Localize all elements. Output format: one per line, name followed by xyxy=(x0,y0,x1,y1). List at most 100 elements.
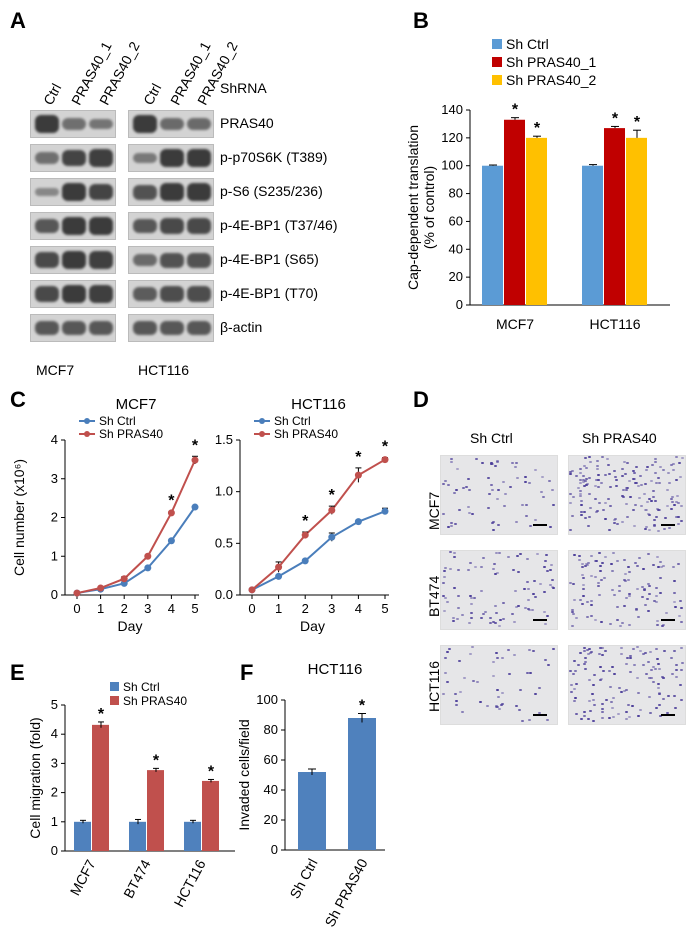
cell-dot xyxy=(575,475,579,478)
cell-dot xyxy=(662,649,666,652)
cell-dot xyxy=(573,598,577,601)
cell-dot xyxy=(583,456,587,459)
y-axis-label: Cell number (x10⁶) xyxy=(11,459,27,576)
cell-dot xyxy=(454,489,458,492)
cell-dot xyxy=(642,589,646,592)
cell-dot xyxy=(637,692,641,695)
cell-dot xyxy=(660,675,664,678)
cell-dot xyxy=(573,699,577,702)
cell-dot xyxy=(457,659,461,662)
data-point xyxy=(301,531,309,539)
cell-dot xyxy=(492,528,496,531)
cell-dot xyxy=(625,717,629,720)
blot-band xyxy=(187,149,211,167)
bar xyxy=(526,137,547,305)
cell-dot xyxy=(516,555,520,558)
cell-dot xyxy=(648,529,652,532)
y-tick-label: 5 xyxy=(51,697,58,712)
cell-dot xyxy=(643,604,647,607)
cell-dot xyxy=(616,712,620,715)
cell-dot xyxy=(633,504,637,507)
y-tick-label: 40 xyxy=(264,782,278,797)
blot-band xyxy=(62,320,86,336)
cell-dot xyxy=(634,562,638,565)
cell-dot xyxy=(569,529,573,532)
cell-dot xyxy=(612,551,616,554)
cell-dot xyxy=(490,484,494,487)
cell-dot xyxy=(529,524,533,527)
cell-dot xyxy=(657,686,661,689)
cell-dot xyxy=(627,623,631,626)
cell-dot xyxy=(493,621,497,624)
cell-dot xyxy=(636,588,640,591)
cell-dot xyxy=(514,589,518,592)
cell-dot xyxy=(611,716,615,719)
cell-dot xyxy=(493,562,497,565)
blot-strip xyxy=(30,246,116,274)
series-line xyxy=(76,459,196,595)
cell-dot xyxy=(543,559,547,562)
cell-dot xyxy=(493,572,497,575)
cell-dot xyxy=(579,494,583,497)
data-point xyxy=(275,572,283,580)
cell-dot xyxy=(548,584,552,587)
cell-dot xyxy=(643,492,647,495)
legend-marker xyxy=(259,431,265,437)
cell-dot xyxy=(511,568,515,571)
blot-strip xyxy=(128,110,214,138)
micrograph xyxy=(440,550,558,630)
x-tick-label: Sh PRAS40 xyxy=(321,856,370,930)
cell-dot xyxy=(604,518,608,521)
cell-dot xyxy=(679,599,683,602)
blot-band xyxy=(187,118,211,130)
cell-dot xyxy=(536,553,540,556)
bar xyxy=(482,165,503,305)
cell-dot xyxy=(573,553,577,556)
cell-dot xyxy=(571,613,575,616)
cell-dot xyxy=(539,583,543,586)
legend-label: Sh PRAS40 xyxy=(99,427,163,441)
cell-dot xyxy=(590,604,594,607)
cell-dot xyxy=(650,479,654,482)
cell-dot xyxy=(514,461,518,464)
cell-dot xyxy=(442,610,446,613)
cell-dot xyxy=(674,706,678,709)
cell-dot xyxy=(677,562,681,565)
cell-dot xyxy=(669,463,673,466)
cell-dot xyxy=(579,482,582,485)
cell-dot xyxy=(599,679,603,682)
blot-band xyxy=(160,252,184,268)
cell-dot xyxy=(625,656,629,659)
chart-title: HCT116 xyxy=(308,661,363,678)
blot-band xyxy=(62,149,86,167)
cell-dot xyxy=(657,476,660,479)
cell-dot xyxy=(491,674,495,677)
cell-dot xyxy=(672,591,676,594)
cell-dot xyxy=(542,495,546,498)
significance-star: * xyxy=(534,120,541,137)
cell-dot xyxy=(503,504,507,507)
significance-star: * xyxy=(168,493,175,510)
cell-dot xyxy=(628,495,632,498)
cell-dot xyxy=(634,465,638,468)
cell-dot xyxy=(596,465,600,468)
cell-dot xyxy=(624,489,628,492)
cell-dot xyxy=(548,568,552,571)
cell-dot xyxy=(609,563,613,566)
cell-dot xyxy=(584,484,588,487)
x-tick-label: HCT116 xyxy=(589,316,640,332)
series-line xyxy=(76,506,196,595)
cell-dot xyxy=(655,600,659,603)
cell-dot xyxy=(495,571,499,574)
cell-dot xyxy=(516,477,520,480)
cell-dot xyxy=(583,480,587,483)
cell-dot xyxy=(578,555,582,558)
cell-dot xyxy=(534,519,538,522)
cell-dot xyxy=(500,703,504,706)
cell-dot xyxy=(656,566,660,569)
cell-dot xyxy=(627,592,631,595)
cell-dot xyxy=(624,662,628,665)
data-point xyxy=(97,584,105,592)
cell-dot xyxy=(579,493,583,496)
column-header-sh-ctrl: Sh Ctrl xyxy=(470,430,513,446)
